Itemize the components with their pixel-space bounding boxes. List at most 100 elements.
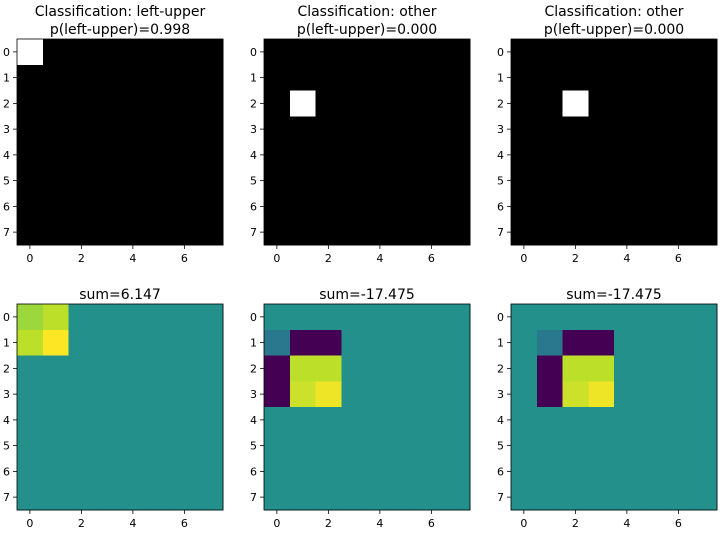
heatmap-cell bbox=[392, 355, 420, 382]
heatmap-cell bbox=[418, 193, 445, 220]
axes-frame bbox=[510, 38, 718, 246]
heatmap-cell bbox=[444, 329, 471, 357]
heatmap-cell bbox=[562, 142, 589, 169]
heatmap-cell bbox=[536, 142, 564, 169]
heatmap-cell bbox=[536, 304, 564, 331]
panel-title: Classification: left-upper bbox=[35, 4, 206, 20]
heatmap-cell bbox=[691, 64, 718, 92]
heatmap-panel-2: Classification: other p(left-upper)=0.000… bbox=[497, 4, 718, 265]
heatmap-cell bbox=[42, 193, 70, 220]
heatmap-cell bbox=[315, 432, 342, 460]
heatmap-cell bbox=[197, 193, 224, 220]
heatmap-cell bbox=[691, 142, 718, 169]
y-tick-label: 2 bbox=[250, 362, 257, 375]
heatmap-cell bbox=[511, 329, 538, 357]
y-tick-label: 5 bbox=[497, 175, 504, 188]
heatmap-cell bbox=[588, 167, 615, 195]
axes-frame bbox=[263, 303, 471, 511]
heatmap-cell bbox=[341, 64, 368, 92]
y-tick-label: 4 bbox=[3, 149, 10, 162]
heatmap-cell bbox=[197, 219, 224, 246]
y-tick-label: 4 bbox=[250, 414, 257, 427]
heatmap-cell bbox=[42, 219, 70, 246]
heatmap-cell bbox=[197, 381, 224, 408]
heatmap-cell bbox=[691, 116, 718, 143]
heatmap-cell bbox=[562, 167, 589, 195]
heatmap-cell bbox=[171, 64, 198, 92]
heatmap-cell bbox=[639, 407, 667, 434]
heatmap-cell bbox=[614, 167, 641, 195]
heatmap-cell bbox=[639, 329, 667, 357]
x-tick-label: 4 bbox=[623, 252, 630, 265]
panel-title: Classification: other bbox=[544, 4, 683, 20]
heatmap-cell bbox=[171, 219, 198, 246]
y-tick-label: 0 bbox=[497, 311, 504, 324]
heatmap-cell bbox=[68, 167, 95, 195]
heatmap-cell bbox=[444, 432, 471, 460]
y-tick-label: 3 bbox=[3, 123, 10, 136]
heatmap-cell bbox=[562, 329, 589, 357]
heatmap-cell bbox=[341, 39, 368, 66]
heatmap-cell bbox=[444, 39, 471, 66]
heatmap-cell bbox=[614, 142, 641, 169]
heatmap-cell bbox=[341, 432, 368, 460]
heatmap-cell bbox=[444, 90, 471, 117]
heatmap-cell bbox=[614, 90, 641, 117]
heatmap-cell bbox=[17, 167, 44, 195]
heatmap-cell bbox=[68, 116, 95, 143]
heatmap-cell bbox=[511, 142, 538, 169]
heatmap-cell bbox=[691, 167, 718, 195]
y-tick-label: 2 bbox=[497, 97, 504, 110]
heatmap-cell bbox=[197, 39, 224, 66]
heatmap-cell bbox=[17, 64, 44, 92]
heatmap-cell bbox=[171, 90, 198, 117]
heatmap-cell bbox=[120, 39, 147, 66]
heatmap-cell bbox=[614, 484, 641, 511]
heatmap-cell bbox=[341, 219, 368, 246]
x-tick-label: 6 bbox=[675, 517, 682, 530]
heatmap-cell bbox=[341, 407, 368, 434]
heatmap-cell bbox=[120, 458, 147, 485]
heatmap-cell bbox=[444, 355, 471, 382]
heatmap-cell bbox=[145, 432, 173, 460]
heatmap-cell bbox=[145, 484, 173, 511]
heatmap-cell bbox=[264, 355, 291, 382]
heatmap-cell bbox=[588, 116, 615, 143]
heatmap-cell bbox=[418, 219, 445, 246]
y-tick-label: 3 bbox=[497, 388, 504, 401]
heatmap-panel-1: Classification: other p(left-upper)=0.000… bbox=[250, 4, 471, 265]
heatmap-cell bbox=[264, 458, 291, 485]
heatmap-cell bbox=[562, 193, 589, 220]
y-tick-label: 7 bbox=[3, 491, 10, 504]
x-tick-label: 4 bbox=[376, 517, 383, 530]
heatmap-cell bbox=[562, 304, 589, 331]
heatmap-cell bbox=[418, 39, 445, 66]
heatmap-cell bbox=[289, 219, 317, 246]
heatmap-cell bbox=[17, 381, 44, 408]
y-tick-label: 1 bbox=[497, 337, 504, 350]
heatmap-cell bbox=[315, 458, 342, 485]
heatmap-cell bbox=[289, 90, 317, 117]
heatmap-cell bbox=[511, 116, 538, 143]
x-tick-label: 4 bbox=[129, 517, 136, 530]
heatmap-cell bbox=[315, 219, 342, 246]
heatmap-cell bbox=[665, 39, 692, 66]
heatmap-cell bbox=[665, 329, 692, 357]
heatmap-cell bbox=[562, 458, 589, 485]
heatmap-cell bbox=[17, 484, 44, 511]
heatmap-cell bbox=[120, 167, 147, 195]
heatmap-cell bbox=[444, 484, 471, 511]
heatmap-cell bbox=[17, 39, 44, 66]
heatmap-cell bbox=[691, 355, 718, 382]
heatmap-cell bbox=[94, 407, 121, 434]
heatmap-cell bbox=[418, 355, 445, 382]
heatmap-cell bbox=[691, 193, 718, 220]
heatmap-cell bbox=[665, 219, 692, 246]
heatmap-cell bbox=[392, 167, 420, 195]
heatmap-cell bbox=[42, 90, 70, 117]
heatmap-cell bbox=[444, 381, 471, 408]
heatmap-cell bbox=[562, 90, 589, 117]
heatmap-cell bbox=[197, 484, 224, 511]
x-tick-label: 6 bbox=[428, 252, 435, 265]
heatmap-cell bbox=[341, 193, 368, 220]
